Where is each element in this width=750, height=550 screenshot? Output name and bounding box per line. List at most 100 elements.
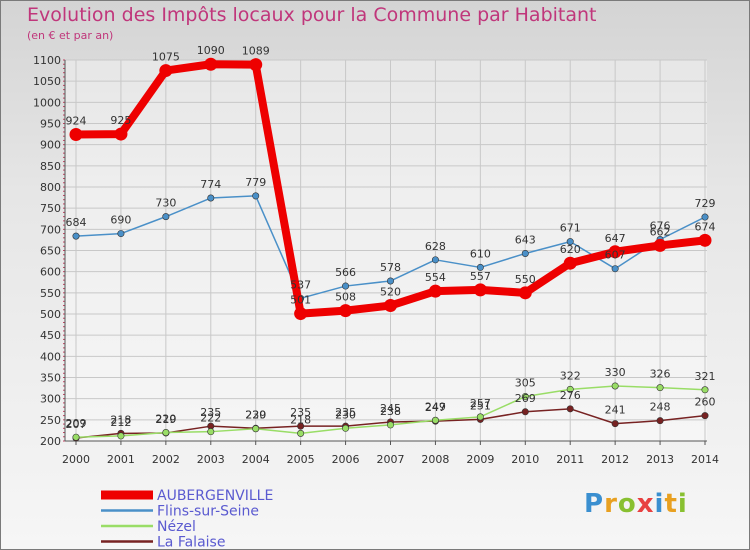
data-point: [428, 284, 442, 298]
data-point: [521, 408, 529, 416]
data-label: 257: [470, 397, 491, 410]
data-point: [701, 412, 709, 420]
data-point: [566, 238, 574, 246]
series-n-zel: [72, 382, 709, 441]
data-label: 219: [155, 413, 176, 426]
data-point: [608, 245, 622, 259]
x-tick-label: 2012: [601, 453, 629, 466]
data-label: 247: [425, 401, 446, 414]
x-tick-label: 2007: [377, 453, 405, 466]
data-label: 235: [335, 406, 356, 419]
data-point: [342, 282, 350, 290]
logo-letter: P: [584, 489, 605, 519]
legend-label: Nézel: [157, 519, 196, 535]
x-tick-label: 2005: [287, 453, 315, 466]
data-point: [72, 232, 80, 240]
y-tick-label: 1000: [33, 96, 61, 109]
data-label: 218: [110, 413, 131, 426]
legend-label: Flins-sur-Seine: [157, 504, 259, 520]
x-tick-label: 2004: [242, 453, 270, 466]
data-point: [521, 393, 529, 401]
series-group: [69, 57, 712, 442]
data-point: [297, 422, 305, 430]
data-label: 251: [470, 399, 491, 412]
data-label: 260: [695, 396, 716, 409]
x-tick-label: 2000: [62, 453, 90, 466]
data-label: 209: [66, 417, 87, 430]
data-label: 925: [110, 114, 131, 127]
data-label: 628: [425, 240, 446, 253]
data-point: [611, 382, 619, 390]
x-tick-label: 2009: [466, 453, 494, 466]
data-label: 779: [245, 176, 266, 189]
data-point: [294, 307, 308, 321]
data-label: 730: [155, 197, 176, 210]
data-label: 238: [380, 405, 401, 418]
data-label: 643: [515, 233, 536, 246]
y-tick-label: 650: [40, 245, 61, 258]
data-point: [431, 256, 439, 264]
data-point: [342, 424, 350, 432]
data-point: [566, 385, 574, 393]
data-label: 924: [66, 115, 87, 128]
data-point: [473, 283, 487, 297]
data-point: [476, 413, 484, 421]
data-point: [518, 286, 532, 300]
y-tick-label: 800: [40, 181, 61, 194]
series-aubergenville: [69, 57, 712, 321]
data-point: [207, 194, 215, 202]
legend-label: AUBERGENVILLE: [157, 488, 273, 504]
y-tick-label: 450: [40, 329, 61, 342]
data-point: [252, 425, 260, 433]
y-tick-label: 600: [40, 266, 61, 279]
data-point: [162, 213, 170, 221]
data-label: 578: [380, 261, 401, 274]
logo-letter: x: [636, 489, 655, 519]
data-label: 235: [200, 406, 221, 419]
y-tick-label: 950: [40, 118, 61, 131]
data-label: 321: [695, 370, 716, 383]
data-label: 235: [290, 406, 311, 419]
data-label: 218: [290, 413, 311, 426]
data-label: 1090: [197, 44, 225, 57]
data-label: 647: [605, 232, 626, 245]
data-point: [384, 299, 397, 313]
x-tick-label: 2008: [421, 453, 449, 466]
legend-label: La Falaise: [157, 535, 225, 550]
x-tick-label: 2003: [197, 453, 225, 466]
x-tick-label: 2006: [332, 453, 360, 466]
data-point: [249, 58, 263, 72]
data-label: 248: [650, 401, 671, 414]
y-tick-label: 500: [40, 308, 61, 321]
data-point: [698, 233, 712, 247]
x-tick-label: 2013: [646, 453, 674, 466]
y-tick-label: 900: [40, 139, 61, 152]
data-point: [701, 213, 709, 221]
data-label: 212: [110, 416, 131, 429]
data-point: [117, 230, 125, 238]
data-label: 607: [605, 249, 626, 262]
y-tick-label: 300: [40, 393, 61, 406]
data-label: 276: [560, 389, 581, 402]
data-label: 690: [110, 214, 131, 227]
data-point: [117, 432, 125, 440]
x-tick-label: 2010: [511, 453, 539, 466]
data-label: 220: [155, 413, 176, 426]
data-point: [656, 384, 664, 392]
data-label: 1075: [152, 51, 180, 64]
data-point: [297, 429, 305, 437]
data-label: 610: [470, 247, 491, 260]
data-point: [563, 256, 577, 270]
data-point: [204, 57, 218, 71]
data-point: [386, 277, 394, 285]
x-tick-label: 2002: [152, 453, 180, 466]
axes: 200 250 300 350 400 450 500 550 600 650 700 750 800 8…: [33, 54, 719, 466]
y-tick-label: 350: [40, 372, 61, 385]
data-point: [611, 265, 619, 273]
data-label: 674: [695, 220, 716, 233]
data-point: [162, 429, 170, 437]
data-label: 620: [560, 243, 581, 256]
data-point: [207, 428, 215, 436]
